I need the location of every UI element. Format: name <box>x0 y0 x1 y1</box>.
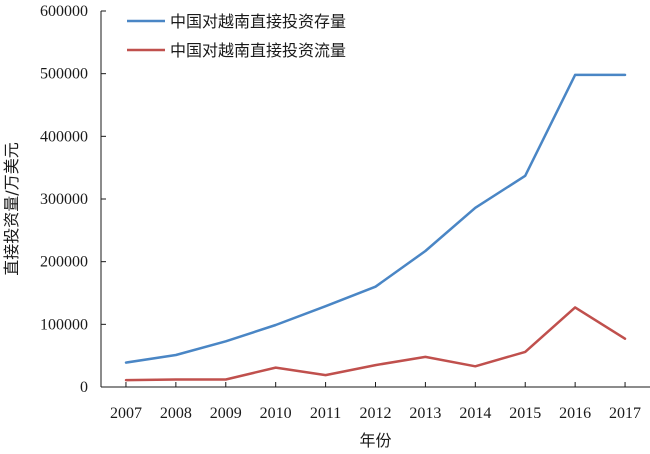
x-tick-label: 2010 <box>260 405 292 422</box>
series-layer <box>124 73 627 382</box>
y-tick-label: 400000 <box>40 128 88 145</box>
x-tick-label: 2016 <box>559 405 591 422</box>
legend-label-1: 中国对越南直接投资存量 <box>170 12 346 31</box>
x-tick-label: 2012 <box>360 405 392 422</box>
x-tick-label: 2008 <box>160 405 192 422</box>
y-tick-label: 300000 <box>40 191 88 208</box>
x-tick-label: 2017 <box>609 405 641 422</box>
x-tick-label: 2007 <box>110 405 142 422</box>
y-tick-label: 600000 <box>40 3 88 20</box>
chart-axes: 0 100000 200000 300000 400000 500000 600000 200… <box>40 3 650 422</box>
y-tick-label: 500000 <box>40 66 88 83</box>
x-tick-label: 2015 <box>509 405 541 422</box>
x-tick-label: 2014 <box>459 405 491 422</box>
x-axis-title: 年份 <box>359 431 391 450</box>
x-tick-label: 2009 <box>210 405 242 422</box>
x-tick-label: 2011 <box>310 405 341 422</box>
x-tick-label: 2013 <box>409 405 441 422</box>
y-tick-label: 0 <box>80 379 88 396</box>
y-axis-title: 直接投资量/万美元 <box>2 142 21 275</box>
series-line-1 <box>124 73 627 364</box>
series-line-2 <box>124 306 627 382</box>
legend-label-2: 中国对越南直接投资流量 <box>170 41 346 60</box>
y-tick-label: 200000 <box>40 254 88 271</box>
y-tick-label: 100000 <box>40 316 88 333</box>
